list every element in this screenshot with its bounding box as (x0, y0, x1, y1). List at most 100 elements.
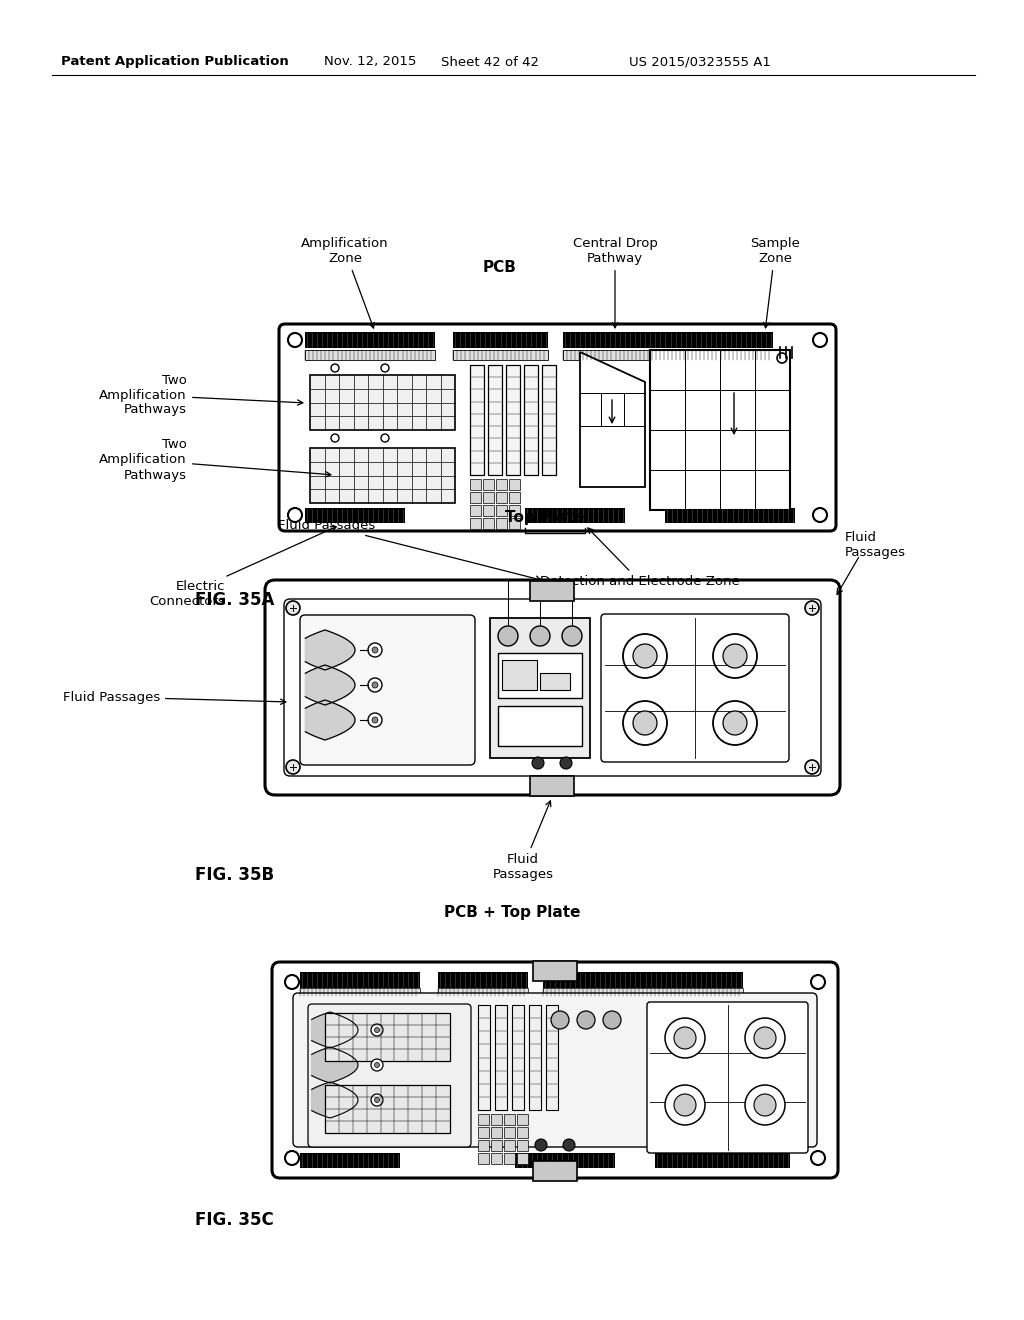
Text: PCB + Top Plate: PCB + Top Plate (443, 906, 581, 920)
Bar (563, 333, 773, 348)
Bar (470, 492, 481, 503)
Bar (525, 508, 625, 523)
Bar (530, 581, 574, 601)
Circle shape (754, 1027, 776, 1049)
Bar (496, 479, 507, 490)
Circle shape (577, 1011, 595, 1030)
Circle shape (381, 364, 389, 372)
Bar (665, 508, 795, 523)
Bar (498, 653, 582, 698)
Circle shape (713, 701, 757, 744)
Text: Fluid Passages: Fluid Passages (278, 519, 541, 581)
Bar (470, 506, 481, 516)
Polygon shape (305, 665, 355, 705)
Bar (517, 1140, 528, 1151)
Polygon shape (311, 1082, 358, 1118)
Circle shape (811, 1151, 825, 1166)
Bar (483, 492, 494, 503)
Circle shape (371, 1059, 383, 1071)
Bar (478, 1140, 489, 1151)
Circle shape (375, 1063, 380, 1068)
Bar (305, 350, 435, 360)
Circle shape (532, 756, 544, 770)
Bar (546, 1005, 558, 1110)
FancyBboxPatch shape (265, 579, 840, 795)
Bar (502, 660, 537, 690)
Bar (563, 350, 773, 360)
Bar (490, 618, 590, 758)
Polygon shape (305, 630, 355, 671)
Text: Nov. 12, 2015: Nov. 12, 2015 (324, 55, 416, 69)
Bar (540, 673, 570, 690)
Circle shape (603, 1011, 621, 1030)
Text: Two
Amplification
Pathways: Two Amplification Pathways (99, 438, 331, 482)
Bar (305, 508, 406, 523)
FancyBboxPatch shape (293, 993, 817, 1147)
Text: Fluid
Passages: Fluid Passages (493, 801, 554, 880)
Bar (470, 366, 484, 475)
Bar (453, 350, 548, 360)
Circle shape (288, 333, 302, 347)
Bar (438, 972, 528, 987)
Circle shape (665, 1018, 705, 1059)
Bar (509, 492, 520, 503)
Text: Sample
Zone: Sample Zone (750, 238, 800, 327)
Circle shape (375, 1027, 380, 1032)
FancyBboxPatch shape (284, 599, 821, 776)
Circle shape (723, 711, 746, 735)
Bar (483, 479, 494, 490)
Bar (483, 517, 494, 529)
Circle shape (562, 626, 582, 645)
Bar (650, 350, 790, 510)
Text: Detection and Electrode Zone: Detection and Electrode Zone (540, 528, 739, 587)
Circle shape (530, 626, 550, 645)
Bar (524, 366, 538, 475)
Bar (310, 375, 455, 430)
Bar (542, 366, 556, 475)
Bar (498, 706, 582, 746)
Bar (509, 479, 520, 490)
Circle shape (371, 1094, 383, 1106)
Bar (534, 1162, 577, 1181)
Circle shape (623, 634, 667, 678)
Circle shape (805, 601, 819, 615)
Text: Patent Application Publication: Patent Application Publication (61, 55, 289, 69)
Bar (478, 1114, 489, 1125)
Bar (515, 1152, 615, 1168)
Text: Electric
Connectors: Electric Connectors (150, 527, 336, 609)
Circle shape (563, 1139, 575, 1151)
Bar (517, 1114, 528, 1125)
Circle shape (623, 701, 667, 744)
Bar (529, 1005, 541, 1110)
Circle shape (288, 508, 302, 521)
Bar (305, 333, 435, 348)
Circle shape (286, 760, 300, 774)
Circle shape (745, 1085, 785, 1125)
Bar (504, 1140, 515, 1151)
Polygon shape (580, 352, 645, 487)
Bar (490, 1127, 502, 1138)
Circle shape (633, 711, 657, 735)
Circle shape (713, 634, 757, 678)
Bar (496, 506, 507, 516)
Text: Fluid Passages: Fluid Passages (62, 690, 286, 705)
Circle shape (381, 434, 389, 442)
Text: Central Drop
Pathway: Central Drop Pathway (572, 238, 657, 327)
Bar (490, 1152, 502, 1164)
Circle shape (674, 1094, 696, 1115)
Bar (504, 1127, 515, 1138)
Circle shape (368, 643, 382, 657)
Bar (490, 1114, 502, 1125)
Text: PCB: PCB (483, 260, 517, 275)
Bar (543, 972, 743, 987)
Bar (543, 987, 743, 997)
Circle shape (498, 626, 518, 645)
Circle shape (372, 717, 378, 723)
Bar (530, 776, 574, 796)
Circle shape (674, 1027, 696, 1049)
Bar (470, 479, 481, 490)
Bar (495, 1005, 507, 1110)
Circle shape (805, 760, 819, 774)
Bar (496, 517, 507, 529)
Bar (512, 1005, 524, 1110)
